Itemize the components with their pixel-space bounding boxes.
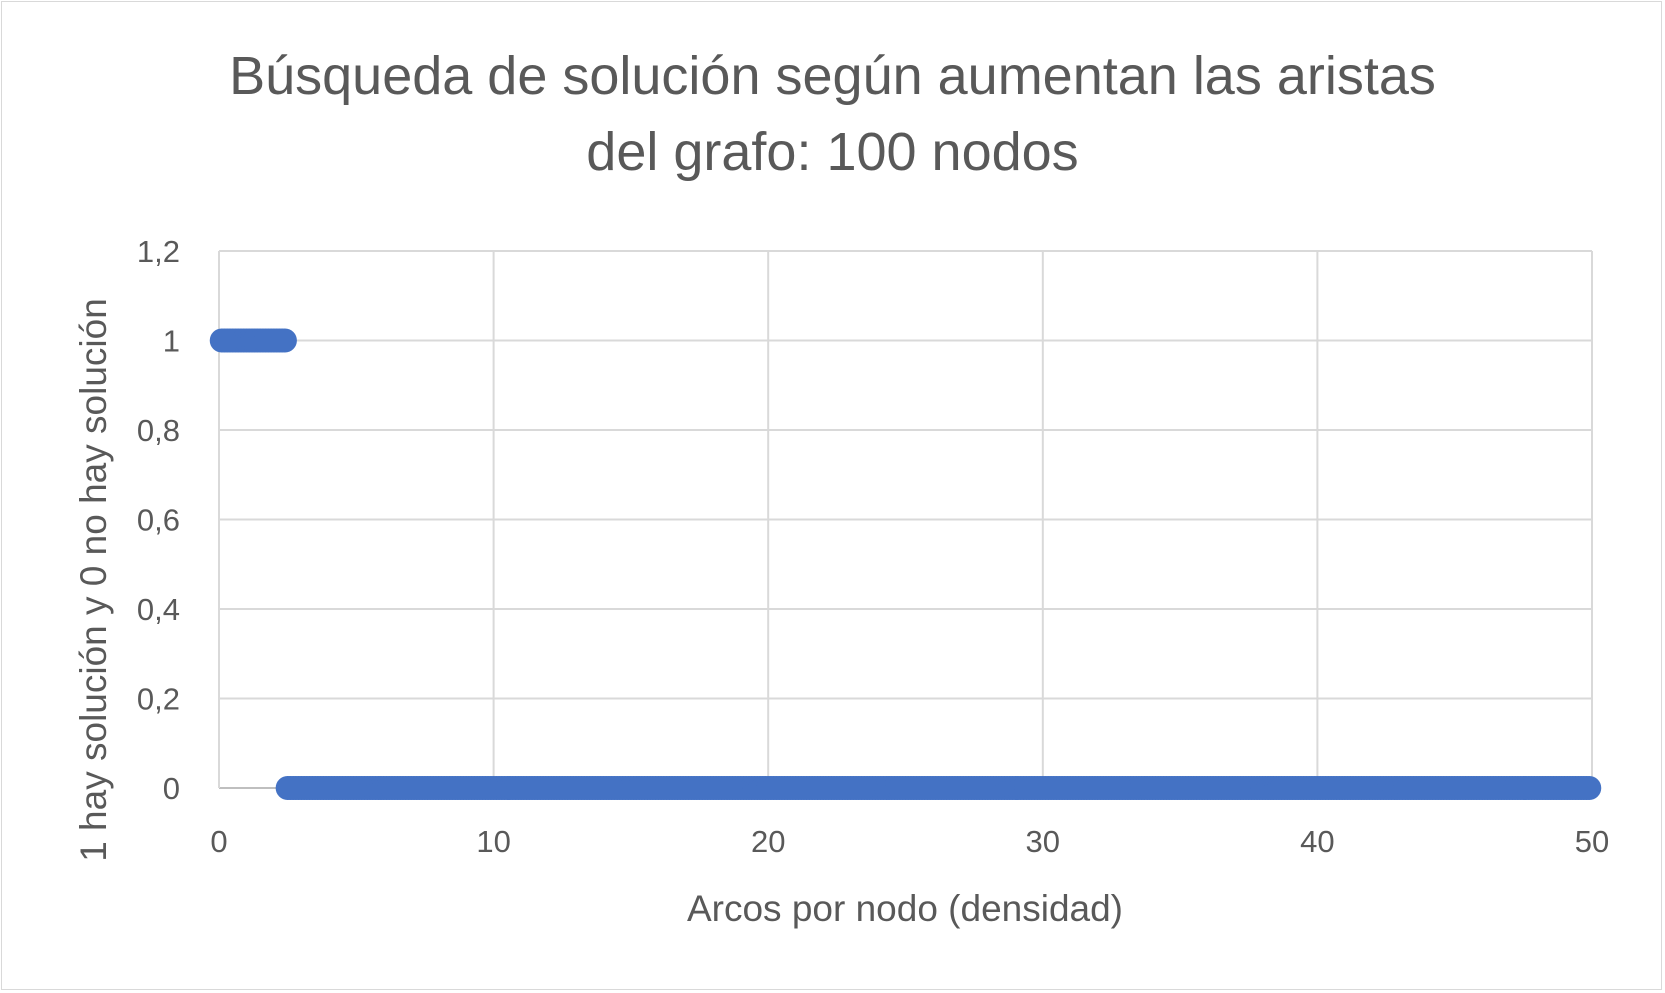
- x-axis-title: Arcos por nodo (densidad): [687, 888, 1123, 929]
- data-point-solution: [272, 328, 297, 353]
- x-tick-label: 30: [1026, 824, 1060, 859]
- x-tick-label: 0: [210, 824, 227, 859]
- y-tick-label: 0: [163, 771, 180, 806]
- x-tick-label: 40: [1300, 824, 1334, 859]
- x-axis-ticks: 0 10 20 30 40 50: [210, 824, 1609, 859]
- x-tick-label: 20: [751, 824, 785, 859]
- gridlines: [218, 250, 1593, 789]
- y-tick-label: 0,4: [137, 592, 180, 627]
- y-tick-label: 1: [163, 324, 180, 359]
- data-point-no-solution: [1577, 776, 1602, 800]
- chart-title: Búsqueda de solución según aumentan las …: [0, 38, 1665, 190]
- y-tick-label: 0,6: [137, 503, 180, 538]
- y-axis-ticks: 0 0,2 0,4 0,6 0,8 1 1,2: [137, 234, 180, 806]
- x-tick-label: 10: [476, 824, 510, 859]
- y-axis-title: 1 hay solución y 0 no hay solución: [73, 298, 114, 862]
- x-tick-label: 50: [1575, 824, 1609, 859]
- chart-title-line-1: Búsqueda de solución según aumentan las …: [229, 46, 1436, 106]
- data-points: [209, 328, 1602, 800]
- y-tick-label: 1,2: [137, 234, 180, 269]
- y-tick-label: 0,2: [137, 682, 180, 717]
- chart-title-line-2: del grafo: 100 nodos: [586, 122, 1079, 182]
- y-tick-label: 0,8: [137, 413, 180, 448]
